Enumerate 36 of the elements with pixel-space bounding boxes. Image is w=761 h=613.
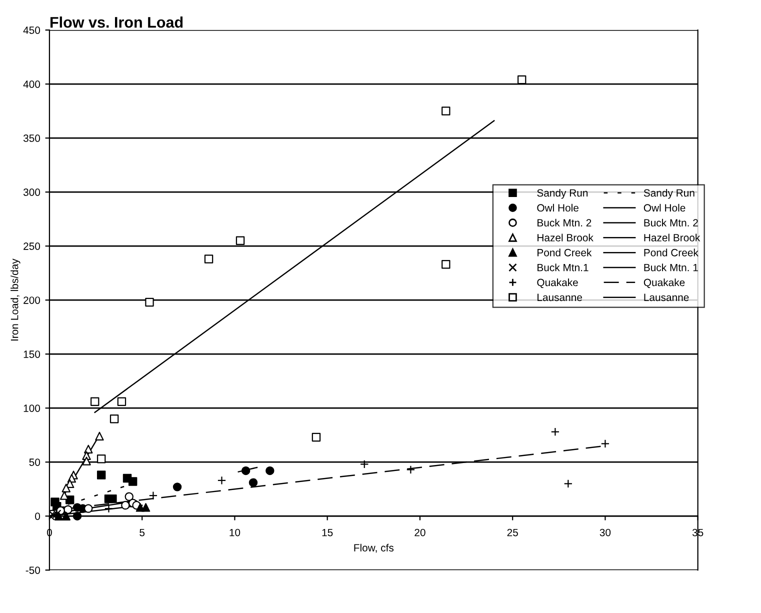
legend-label: Sandy Run (644, 188, 694, 199)
legend-label: Lausanne (538, 294, 582, 302)
y-tick-label: 0 (35, 512, 40, 520)
legend-label: Hazel Brook (644, 234, 700, 242)
legend-label: Buck Mtn.1 (538, 264, 588, 272)
legend-label: Pond Creek (538, 248, 592, 256)
legend-label: Buck Mtn. 2 (538, 218, 592, 226)
legend-label: Sandy Run (537, 188, 588, 199)
y-tick-label: 450 (23, 26, 40, 34)
legend-label: Buck Mtn. 1 (644, 264, 698, 272)
y-tick-label: 150 (24, 350, 40, 358)
x-tick-label: 25 (507, 528, 518, 536)
y-axis-title: Iron Load, lbs/day (10, 258, 20, 341)
x-tick-label: 5 (140, 528, 145, 536)
x-tick-label: 15 (322, 528, 333, 536)
y-tick-label: 200 (24, 296, 40, 304)
x-tick-label: 10 (230, 528, 240, 536)
chart-title: Flow vs. Iron Load (50, 16, 183, 28)
legend-label: Owl Hole (644, 204, 686, 212)
legend-label: Quakake (537, 278, 578, 288)
x-axis-title: Flow, cfs (354, 544, 394, 553)
y-tick-label: 250 (24, 242, 40, 250)
legend-label: Hazel Brook (538, 234, 594, 242)
y-tick-label: 400 (23, 80, 40, 88)
legend-label: Pond Creek (644, 248, 698, 256)
legend-label: Owl Hole (537, 204, 578, 212)
y-tick-label: -50 (26, 566, 40, 574)
y-tick-label: 350 (23, 134, 40, 142)
y-tick-label: 100 (24, 404, 40, 412)
y-tick-label: 50 (29, 458, 40, 466)
legend-label: Buck Mtn. 2 (644, 218, 698, 226)
y-tick-label: 300 (23, 188, 40, 196)
x-tick-label: 30 (600, 528, 611, 536)
legend-label: Quakake (644, 278, 685, 288)
x-tick-label: 20 (414, 528, 426, 536)
legend-label: Lausanne (644, 294, 689, 302)
